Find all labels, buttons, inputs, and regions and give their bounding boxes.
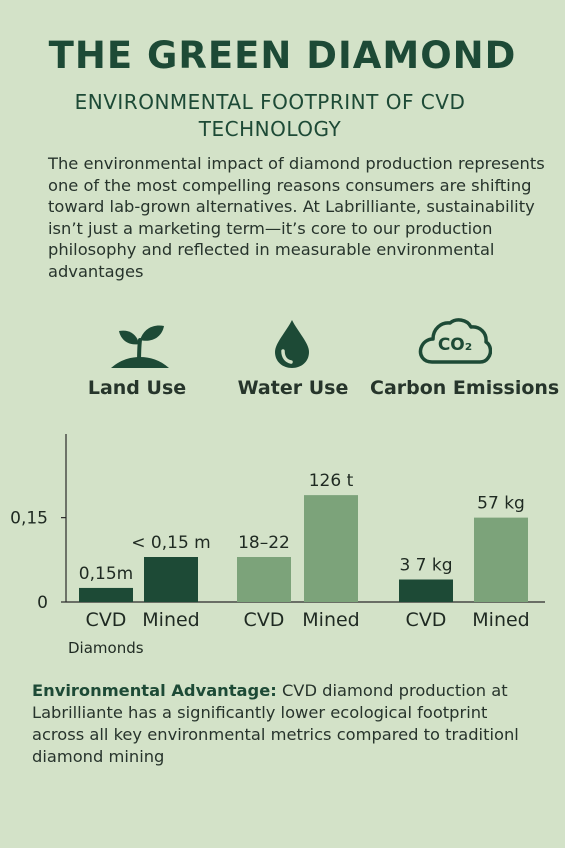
x-category-label: CVD xyxy=(244,609,285,631)
x-category-label: Mined xyxy=(142,609,199,631)
y-tick-label: 0,15 xyxy=(10,509,48,529)
intro-paragraph: The environmental impact of diamond prod… xyxy=(48,154,545,281)
page-title: THE GREEN DIAMOND xyxy=(48,34,517,77)
bar-value-label: 57 kg xyxy=(477,494,525,514)
x-category-label: CVD xyxy=(406,609,447,631)
metric-label-water-use: Water Use xyxy=(237,377,349,399)
co2-cloud-icon: CO₂ xyxy=(418,316,492,366)
environmental-bar-chart: 0 0,15 0,15m CVD < 0,15 m Mined 18–22 CVD 126 t M… xyxy=(10,434,545,657)
bar xyxy=(144,557,198,602)
metric-label-land-use: Land Use xyxy=(87,377,187,399)
bar xyxy=(304,495,358,602)
co2-label: CO₂ xyxy=(437,335,473,355)
bar-value-label: 126 t xyxy=(309,471,354,491)
x-category-label: Mined xyxy=(302,609,359,631)
bar xyxy=(399,579,453,602)
water-drop-icon xyxy=(275,320,309,368)
footer-note: Environmental Advantage: CVD diamond pro… xyxy=(32,680,537,768)
metric-label-carbon-emissions: Carbon Emissions xyxy=(370,377,560,399)
bar-value-label: < 0,15 m xyxy=(131,533,210,553)
footer-text: CVD diamond production at Labrilliante h… xyxy=(32,681,519,766)
page-subtitle: ENVIRONMENTAL FOOTPRINT OF CVD TECHNOLOG… xyxy=(74,90,466,141)
x-category-label: Mined xyxy=(472,609,529,631)
y-tick-label: 0 xyxy=(37,593,48,613)
sprout-icon xyxy=(111,325,169,368)
footer-lead: Environmental Advantage: xyxy=(32,681,277,700)
bar-value-label: 3 7 kg xyxy=(399,556,452,576)
bar xyxy=(474,517,528,602)
x-category-label: CVD xyxy=(86,609,127,631)
axis-note: Diamonds xyxy=(68,639,144,657)
bar xyxy=(237,557,291,602)
bar-value-label: 18–22 xyxy=(238,533,290,553)
bar xyxy=(79,587,133,602)
bar-value-label: 0,15m xyxy=(79,564,133,584)
